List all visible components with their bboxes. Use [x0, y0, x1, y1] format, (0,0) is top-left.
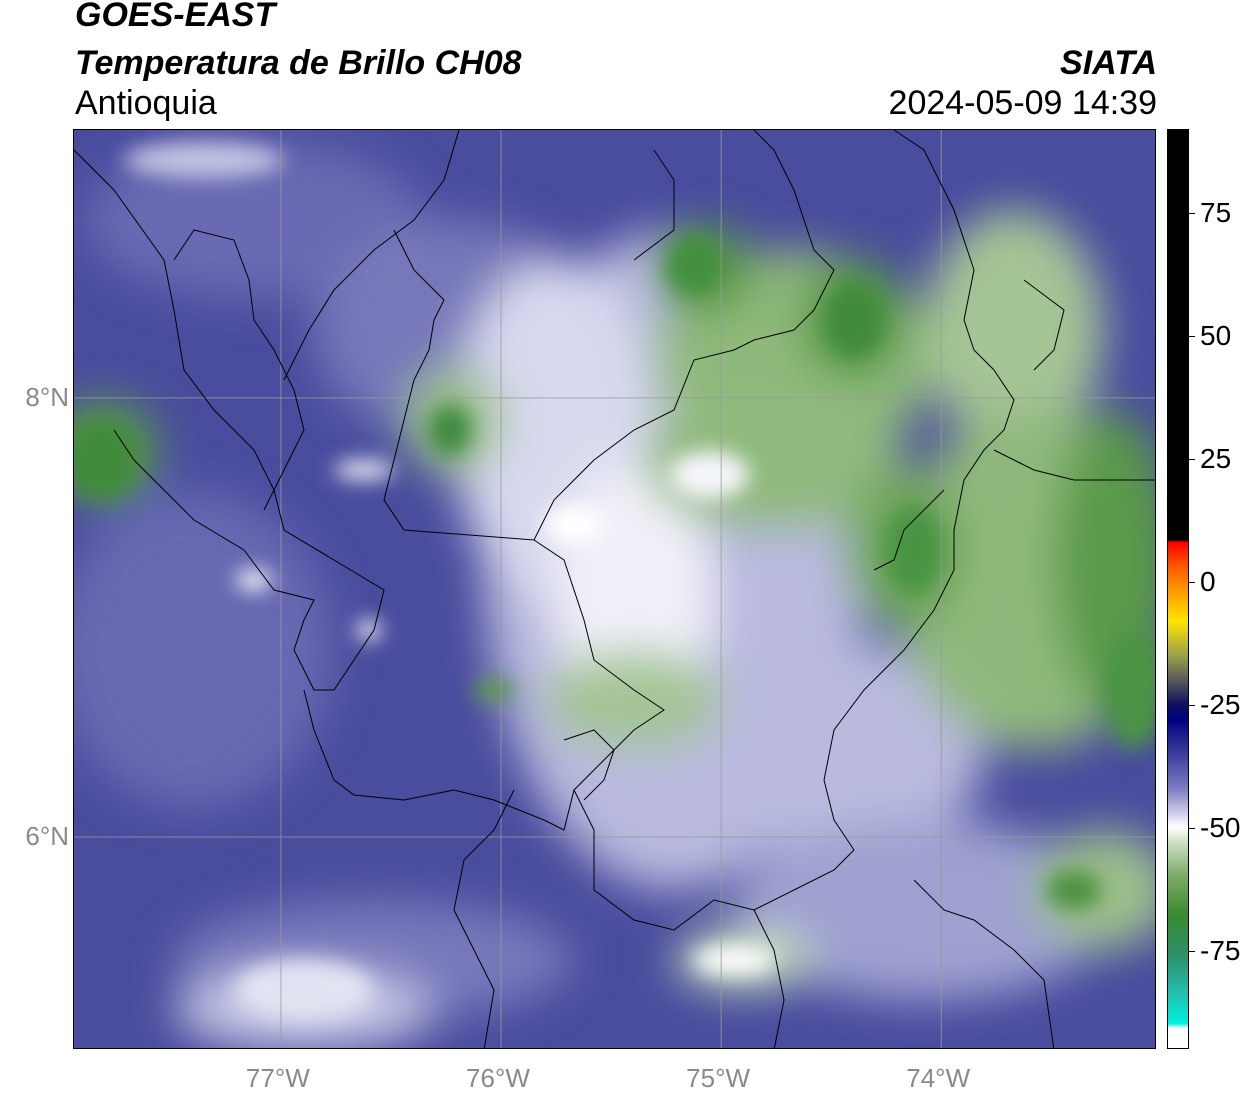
- satellite-title: GOES-EAST: [75, 0, 276, 34]
- gridlines: [74, 130, 1155, 1048]
- colorbar-tick-mark: [1189, 335, 1195, 338]
- organization-label: SIATA: [1060, 44, 1157, 82]
- lon-tick-label: 77°W: [245, 1063, 310, 1093]
- colorbar-tick-label: 25: [1200, 442, 1232, 474]
- colorbar: [1167, 129, 1189, 1049]
- region-label: Antioquia: [75, 84, 217, 122]
- colorbar-tick-label: 0: [1200, 565, 1216, 597]
- timestamp-label: 2024-05-09 14:39: [888, 84, 1157, 122]
- colorbar-tick-mark: [1189, 827, 1195, 830]
- colorbar-tick-label: -50: [1200, 811, 1241, 843]
- colorbar-tick-mark: [1189, 458, 1195, 461]
- cloud-detail: [74, 142, 1155, 1020]
- colorbar-tick-mark: [1189, 581, 1195, 584]
- product-title: Temperatura de Brillo CH08: [75, 44, 522, 82]
- colorbar-tick-mark: [1189, 950, 1195, 953]
- brightness-temperature-map: [74, 130, 1155, 1048]
- lat-tick-label: 8°N: [25, 381, 69, 412]
- lon-tick-label: 74°W: [906, 1063, 971, 1093]
- colorbar-tick-label: -25: [1200, 688, 1241, 720]
- colorbar-tick-label: 75: [1200, 196, 1232, 228]
- colorbar-tick-mark: [1189, 704, 1195, 707]
- cloud-field: [74, 140, 1155, 1048]
- colorbar-tick-mark: [1189, 212, 1195, 215]
- lon-tick-label: 76°W: [466, 1063, 530, 1093]
- admin-boundaries: [74, 130, 1155, 1048]
- colorbar-tick-label: -75: [1200, 934, 1241, 966]
- lon-tick-label: 75°W: [686, 1063, 751, 1093]
- map-panel[interactable]: [73, 129, 1156, 1049]
- colorbar-tick-label: 50: [1200, 319, 1232, 351]
- lat-tick-label: 6°N: [25, 821, 69, 852]
